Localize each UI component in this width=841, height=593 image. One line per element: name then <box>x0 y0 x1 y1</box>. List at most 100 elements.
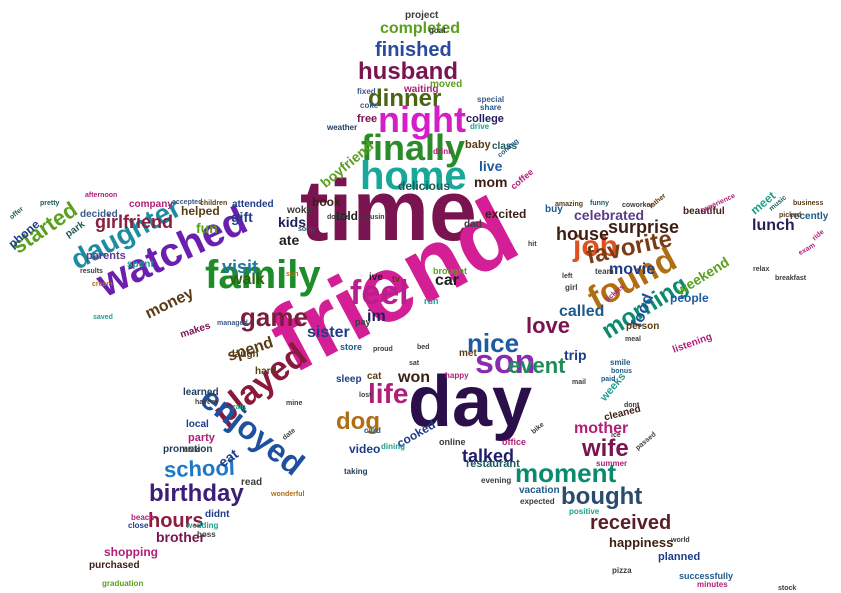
word-paid: paid <box>601 376 616 383</box>
word-ice: ice <box>611 432 621 439</box>
word-hit: hit <box>528 241 537 248</box>
word-gift: gift <box>231 209 253 225</box>
word-dollars: dollars <box>327 214 350 221</box>
word-people: people <box>670 291 709 305</box>
word-talked: talked <box>462 446 515 466</box>
word-sun: sun <box>286 271 299 278</box>
word-vacation: vacation <box>519 485 560 496</box>
word-dad: dad <box>464 219 482 230</box>
word-dont: dont <box>624 402 640 409</box>
word-card: card <box>364 426 381 435</box>
word-decided: decided <box>80 209 118 220</box>
word-dog: dog <box>336 408 380 435</box>
word-smile: smile <box>610 358 631 367</box>
word-summer: summer <box>596 459 628 468</box>
word-feel: feel <box>350 274 409 312</box>
word-finished: finished <box>375 39 452 61</box>
word-kids: kids <box>278 214 307 230</box>
word-waiting: waiting <box>404 84 439 95</box>
word-told: told <box>336 209 358 223</box>
word-coworker: coworker <box>622 202 654 209</box>
word-share: share <box>480 103 502 112</box>
word-ride: ride <box>811 228 826 243</box>
word-happiness: happiness <box>609 535 674 550</box>
word-love: love <box>526 313 571 338</box>
word-minutes: minutes <box>697 580 728 589</box>
word-brother: brother <box>156 529 205 545</box>
word-shopping: shopping <box>104 545 158 559</box>
word-ate: ate <box>279 232 300 248</box>
word-life: life <box>368 378 409 409</box>
word-family: family <box>205 253 321 297</box>
word-project: project <box>405 10 439 21</box>
word-positive: positive <box>569 507 600 516</box>
word-surprise: surprise <box>608 217 680 237</box>
word-results: results <box>80 268 103 275</box>
word-coffee: coffee <box>508 166 536 192</box>
word-afternoon: afternoon <box>85 192 118 199</box>
word-helped: helped <box>181 204 220 218</box>
word-drink: drink <box>433 147 453 156</box>
word-mail: mail <box>572 379 587 386</box>
word-movie: movie <box>609 261 656 278</box>
word-pizza: pizza <box>612 566 632 575</box>
word-fun: fun <box>196 220 218 236</box>
word-beach: beach <box>131 513 155 522</box>
word-nice: nice <box>467 328 520 358</box>
word-boss: boss <box>197 530 216 539</box>
word-met: met <box>459 348 477 359</box>
word-exam: exam <box>797 241 817 258</box>
word-brought: brought <box>433 266 467 276</box>
word-person: person <box>626 321 660 332</box>
word-song: song <box>298 226 315 233</box>
word-left: left <box>562 273 573 280</box>
word-dining: dining <box>381 442 405 451</box>
word-learned: learned <box>183 387 219 398</box>
word-delicious: delicious <box>398 179 451 193</box>
word-lunch: lunch <box>752 217 795 234</box>
word-cousin: cousin <box>362 214 385 221</box>
word-mother: mother <box>574 420 629 437</box>
word-girl: girl <box>565 283 578 292</box>
word-mom: mom <box>474 174 508 190</box>
word-home: home <box>360 154 467 198</box>
word-job: job <box>573 230 618 263</box>
word-world: world <box>671 537 690 544</box>
word-team: team <box>595 267 614 276</box>
word-husband: husband <box>358 58 458 85</box>
word-sleep: sleep <box>336 374 362 385</box>
word-funny: funny <box>590 200 610 207</box>
word-drive: drive <box>470 122 490 131</box>
word-tv: tv <box>392 274 401 284</box>
word-spent: spent <box>127 259 154 270</box>
word-finally: finally <box>361 127 466 168</box>
word-hours: hours <box>148 510 204 532</box>
word-cat: cat <box>367 371 382 382</box>
word-day: day <box>408 362 533 442</box>
word-evening: evening <box>481 476 512 485</box>
word-book: book <box>312 195 341 209</box>
word-proud: proud <box>373 346 393 353</box>
word-woke: woke <box>287 205 313 216</box>
word-breakfast: breakfast <box>775 275 807 282</box>
word-purchased: purchased <box>89 560 140 571</box>
word-weather: weather <box>327 123 358 132</box>
word-laugh: laugh <box>232 349 259 360</box>
word-amazing: amazing <box>555 201 584 208</box>
word-hard: hard <box>255 366 277 377</box>
word-accepted: accepted <box>172 199 203 206</box>
word-video: video <box>349 442 381 456</box>
word-saved: saved <box>93 314 113 321</box>
word-lost: lost <box>359 392 372 399</box>
word-sister: sister <box>307 324 350 341</box>
word-stock: stock <box>778 585 797 592</box>
word-live: live <box>479 158 503 174</box>
word-passed: passed <box>634 431 658 452</box>
word-moved: moved <box>430 79 463 90</box>
word-car: car <box>435 272 460 289</box>
word-celebrated: celebrated <box>574 207 645 223</box>
word-excited: excited <box>485 207 527 221</box>
word-didnt: didnt <box>205 509 230 520</box>
word-expected: expected <box>520 497 555 506</box>
word-rain: rain <box>233 404 246 411</box>
